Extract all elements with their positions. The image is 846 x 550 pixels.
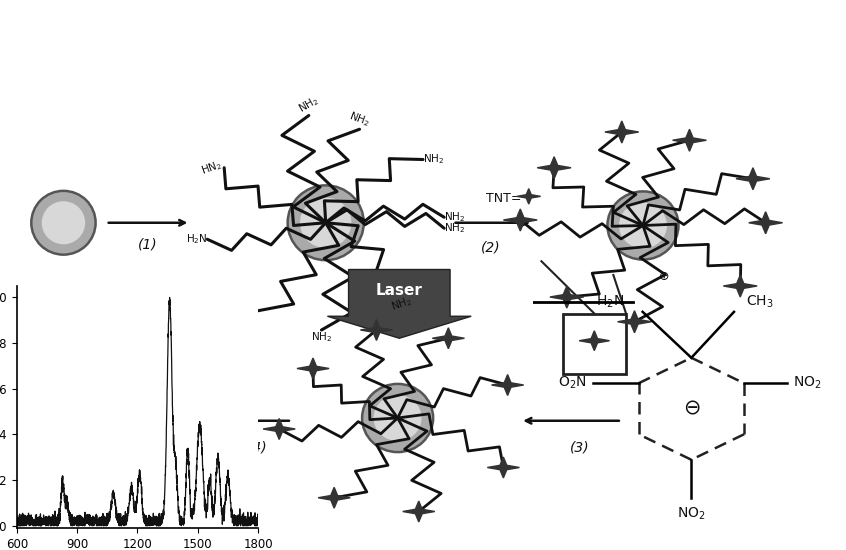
Polygon shape xyxy=(579,331,609,351)
Polygon shape xyxy=(537,157,571,179)
Polygon shape xyxy=(327,270,471,338)
Polygon shape xyxy=(492,375,524,395)
Text: NH$_2$: NH$_2$ xyxy=(444,210,465,224)
Polygon shape xyxy=(723,275,757,297)
Text: NH$_2$: NH$_2$ xyxy=(311,330,332,344)
Text: H$_2$N: H$_2$N xyxy=(233,311,258,331)
Text: TNT=: TNT= xyxy=(486,191,522,205)
Polygon shape xyxy=(605,121,639,143)
Ellipse shape xyxy=(41,201,85,244)
Ellipse shape xyxy=(300,197,351,248)
Polygon shape xyxy=(318,487,350,508)
Polygon shape xyxy=(749,212,783,234)
Polygon shape xyxy=(618,311,651,333)
Ellipse shape xyxy=(607,191,678,260)
Text: (4): (4) xyxy=(248,440,268,454)
Text: NH$_2$: NH$_2$ xyxy=(423,152,444,167)
Text: H$_2$N: H$_2$N xyxy=(186,232,207,246)
Text: (3): (3) xyxy=(569,440,590,454)
Polygon shape xyxy=(487,457,519,478)
Text: NH$_2$: NH$_2$ xyxy=(347,109,372,129)
Text: NH$_2$: NH$_2$ xyxy=(296,93,321,116)
Ellipse shape xyxy=(31,191,96,255)
Polygon shape xyxy=(673,129,706,151)
Text: NH$_2$: NH$_2$ xyxy=(389,294,415,315)
Ellipse shape xyxy=(619,202,667,249)
Text: CH$_3$: CH$_3$ xyxy=(746,294,774,310)
Polygon shape xyxy=(517,189,541,204)
Polygon shape xyxy=(360,320,393,340)
Text: NO$_2$: NO$_2$ xyxy=(793,375,821,392)
Ellipse shape xyxy=(288,185,364,260)
Polygon shape xyxy=(432,328,464,349)
Text: $\ominus$: $\ominus$ xyxy=(683,399,700,419)
Polygon shape xyxy=(736,168,770,190)
Text: (1): (1) xyxy=(138,238,158,252)
Polygon shape xyxy=(550,286,584,308)
Text: NH$_2$: NH$_2$ xyxy=(444,221,465,235)
Text: Laser: Laser xyxy=(376,283,423,298)
Text: HN$_2$: HN$_2$ xyxy=(200,158,224,178)
Ellipse shape xyxy=(374,395,421,441)
Text: (2): (2) xyxy=(481,240,501,255)
Bar xyxy=(563,314,626,374)
Text: NO$_2$: NO$_2$ xyxy=(677,505,706,522)
Polygon shape xyxy=(503,209,537,231)
Text: O$_2$N: O$_2$N xyxy=(558,375,587,392)
Ellipse shape xyxy=(362,384,433,452)
Polygon shape xyxy=(297,358,329,379)
Text: H$_2$N: H$_2$N xyxy=(596,294,624,310)
Polygon shape xyxy=(263,419,295,439)
Text: $\oplus$: $\oplus$ xyxy=(658,270,669,283)
Polygon shape xyxy=(403,501,435,522)
